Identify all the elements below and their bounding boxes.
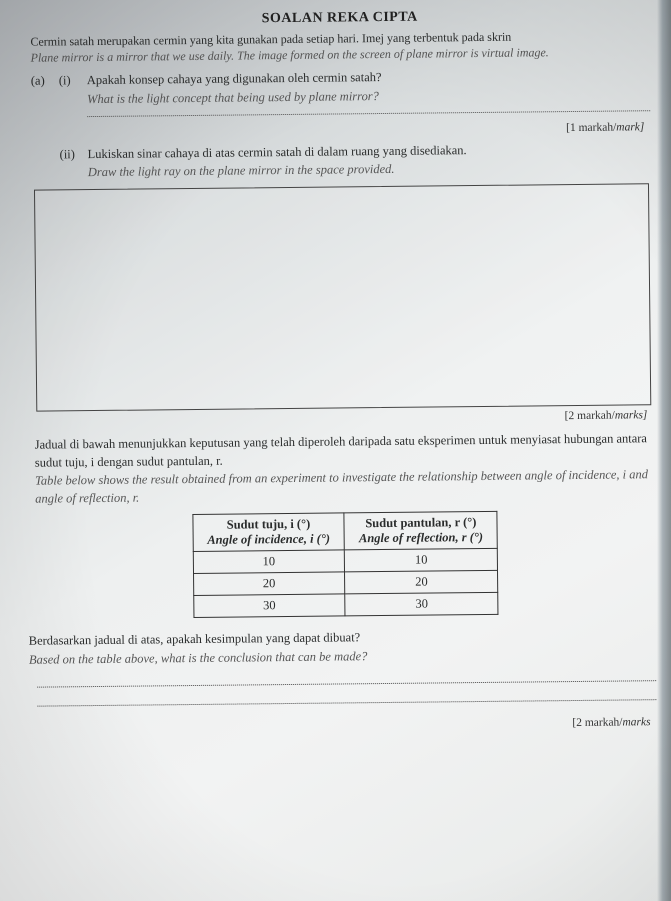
- marks-2: [2 markah/marks]: [34, 409, 647, 427]
- label-a: (a): [31, 72, 59, 90]
- data-table: Sudut tuju, i (°) Angle of incidence, i …: [192, 511, 499, 618]
- answer-line: [87, 110, 650, 117]
- drawing-box: [34, 183, 651, 411]
- para2-en: Based on the table above, what is the co…: [29, 649, 368, 667]
- answer-line: [37, 699, 656, 706]
- para2-ms: Berdasarkan jadual di atas, apakah kesim…: [29, 631, 361, 648]
- marks-3: [2 markah/marks: [38, 716, 651, 734]
- question-a-i-text: Apakah konsep cahaya yang digunakan oleh…: [87, 66, 650, 121]
- col1-en: Angle of incidence, i (°): [207, 532, 330, 547]
- q-a-i-en: What is the light concept that being use…: [87, 89, 379, 106]
- page-edge-shadow: [657, 0, 671, 901]
- table-row: 20 20: [193, 571, 498, 596]
- cell-i: 20: [193, 572, 345, 596]
- marks2-en: marks]: [615, 409, 648, 421]
- conclusion-question: Berdasarkan jadual di atas, apakah kesim…: [29, 626, 656, 669]
- table-row: 30 30: [193, 593, 498, 618]
- question-a-ii-row: (ii) Lukiskan sinar cahaya di atas cermi…: [32, 139, 651, 182]
- cell-i: 10: [193, 550, 345, 574]
- marks3-ms: [2 markah/: [572, 716, 622, 729]
- col1-ms: Sudut tuju, i (°): [227, 517, 311, 532]
- marks3-en: marks: [622, 716, 650, 728]
- cell-i: 30: [193, 594, 345, 618]
- marks1-en: mark]: [616, 121, 644, 133]
- intro-en: Plane mirror is a mirror that we use dai…: [31, 45, 549, 64]
- question-a-ii-text: Lukiskan sinar cahaya di atas cermin sat…: [88, 139, 651, 181]
- cell-r: 10: [345, 549, 498, 573]
- cell-r: 20: [345, 571, 498, 595]
- col2-header: Sudut pantulan, r (°) Angle of reflectio…: [344, 512, 497, 551]
- label-i: (i): [59, 71, 87, 89]
- para1-ms: Jadual di bawah menunjukkan keputusan ya…: [35, 431, 647, 470]
- answer-line: [37, 680, 656, 687]
- marks-1: [1 markah/mark]: [31, 121, 644, 139]
- question-a-i-row: (a) (i) Apakah konsep cahaya yang diguna…: [31, 66, 650, 122]
- col1-header: Sudut tuju, i (°) Angle of incidence, i …: [193, 513, 345, 552]
- page-title: SOALAN REKA CIPTA: [30, 7, 649, 29]
- intro-block: Cermin satah merupakan cermin yang kita …: [30, 27, 649, 66]
- cell-r: 30: [345, 593, 498, 617]
- table-head-row: Sudut tuju, i (°) Angle of incidence, i …: [193, 512, 498, 552]
- table-intro-paragraph: Jadual di bawah menunjukkan keputusan ya…: [35, 429, 655, 508]
- label-ii: (ii): [60, 145, 88, 163]
- q-a-ii-ms: Lukiskan sinar cahaya di atas cermin sat…: [88, 143, 467, 161]
- para1-en: Table below shows the result obtained fr…: [35, 467, 648, 506]
- col2-ms: Sudut pantulan, r (°): [365, 515, 476, 530]
- q-a-i-ms: Apakah konsep cahaya yang digunakan oleh…: [87, 70, 382, 87]
- marks1-ms: [1 markah/: [566, 121, 616, 134]
- col2-en: Angle of reflection, r (°): [359, 530, 483, 545]
- q-a-ii-en: Draw the light ray on the plane mirror i…: [88, 162, 395, 179]
- marks2-ms: [2 markah/: [565, 409, 615, 422]
- exam-page: SOALAN REKA CIPTA Cermin satah merupakan…: [0, 0, 671, 901]
- table-row: 10 10: [193, 549, 498, 574]
